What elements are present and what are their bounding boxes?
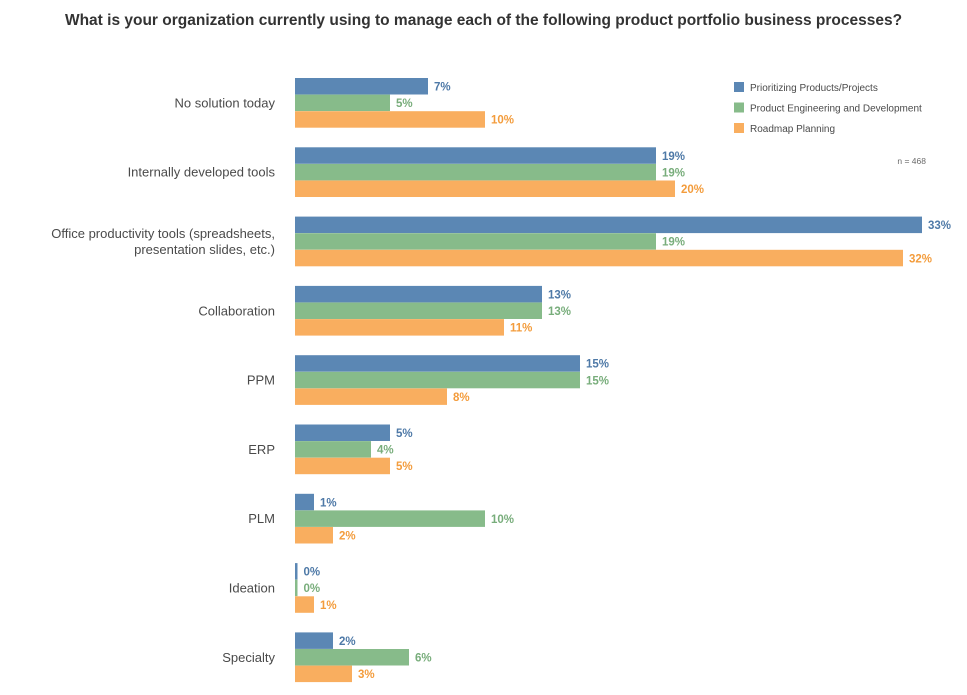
category-label-ppm: PPM xyxy=(247,373,275,388)
bar-erp-roadmap-planning xyxy=(295,457,390,475)
legend-swatch-product-engineering-and-development xyxy=(734,102,744,113)
bar-no-solution-today-prioritizing-products-projects xyxy=(295,78,428,95)
value-label-office-productivity-tools-spreadsheets-presentation-slides-etc-product-engineering-and-development: 19% xyxy=(662,237,685,249)
value-label-internally-developed-tools-product-engineering-and-development: 19% xyxy=(662,167,685,179)
bar-ideation-roadmap-planning xyxy=(295,596,314,613)
value-label-erp-roadmap-planning: 5% xyxy=(396,461,413,473)
bar-specialty-product-engineering-and-development xyxy=(295,649,409,666)
value-label-no-solution-today-product-engineering-and-development: 5% xyxy=(396,98,413,110)
bar-office-productivity-tools-spreadsheets-presentation-slides-etc-roadmap-planning xyxy=(295,249,903,267)
bar-collaboration-product-engineering-and-development xyxy=(295,302,542,319)
value-label-specialty-product-engineering-and-development: 6% xyxy=(415,652,432,664)
sample-size-note: n = 468 xyxy=(897,156,926,166)
category-label-office-productivity-tools-spreadsheets-presentation-slides-etc-line-1: Office productivity tools (spreadsheets, xyxy=(51,226,275,241)
bar-ideation-product-engineering-and-development xyxy=(295,579,298,597)
category-label-no-solution-today: No solution today xyxy=(175,95,276,110)
bar-office-productivity-tools-spreadsheets-presentation-slides-etc-prioritizing-products-projects xyxy=(295,216,922,234)
category-label-specialty: Specialty xyxy=(222,650,275,665)
bar-specialty-roadmap-planning xyxy=(295,665,352,683)
category-label-collaboration: Collaboration xyxy=(198,303,275,318)
bar-no-solution-today-product-engineering-and-development xyxy=(295,94,390,112)
value-label-collaboration-prioritizing-products-projects: 13% xyxy=(548,289,571,301)
bar-ppm-prioritizing-products-projects xyxy=(295,355,580,372)
value-label-no-solution-today-prioritizing-products-projects: 7% xyxy=(434,81,451,93)
value-label-plm-prioritizing-products-projects: 1% xyxy=(320,497,337,509)
value-label-specialty-roadmap-planning: 3% xyxy=(358,669,375,681)
chart-title: What is your organization currently usin… xyxy=(64,12,903,29)
category-label-plm: PLM xyxy=(248,511,275,526)
value-label-ideation-roadmap-planning: 1% xyxy=(320,600,337,612)
bar-no-solution-today-roadmap-planning xyxy=(295,111,485,128)
bar-specialty-prioritizing-products-projects xyxy=(295,632,333,649)
category-label-internally-developed-tools: Internally developed tools xyxy=(128,165,276,180)
bar-collaboration-prioritizing-products-projects xyxy=(295,285,542,303)
bar-office-productivity-tools-spreadsheets-presentation-slides-etc-product-engineering-and-development xyxy=(295,233,656,250)
value-label-ppm-roadmap-planning: 8% xyxy=(453,392,470,404)
legend-label-prioritizing-products-projects: Prioritizing Products/Projects xyxy=(750,83,878,94)
value-label-collaboration-roadmap-planning: 11% xyxy=(510,323,532,335)
value-label-collaboration-product-engineering-and-development: 13% xyxy=(548,306,571,318)
bar-internally-developed-tools-roadmap-planning xyxy=(295,180,675,197)
value-label-ppm-prioritizing-products-projects: 15% xyxy=(586,359,609,371)
value-label-no-solution-today-roadmap-planning: 10% xyxy=(491,115,514,127)
category-label-office-productivity-tools-spreadsheets-presentation-slides-etc-line-2: presentation slides, etc.) xyxy=(134,242,275,257)
value-label-ppm-product-engineering-and-development: 15% xyxy=(586,375,609,387)
value-label-erp-product-engineering-and-development: 4% xyxy=(377,445,394,457)
bar-internally-developed-tools-product-engineering-and-development xyxy=(295,163,656,181)
value-label-erp-prioritizing-products-projects: 5% xyxy=(396,428,413,440)
bar-erp-product-engineering-and-development xyxy=(295,441,371,458)
category-label-ideation: Ideation xyxy=(229,580,275,595)
value-label-plm-product-engineering-and-development: 10% xyxy=(491,514,514,526)
value-label-specialty-prioritizing-products-projects: 2% xyxy=(339,636,356,648)
bar-ppm-roadmap-planning xyxy=(295,388,447,405)
value-label-office-productivity-tools-spreadsheets-presentation-slides-etc-prioritizing-products-projects: 33% xyxy=(928,220,951,232)
value-label-ideation-product-engineering-and-development: 0% xyxy=(304,583,321,595)
bar-plm-roadmap-planning xyxy=(295,527,333,544)
bar-erp-prioritizing-products-projects xyxy=(295,424,390,441)
legend-label-roadmap-planning: Roadmap Planning xyxy=(750,124,835,135)
legend-swatch-roadmap-planning xyxy=(734,123,744,133)
value-label-plm-roadmap-planning: 2% xyxy=(339,530,356,542)
category-label-erp: ERP xyxy=(248,442,275,457)
legend-label-product-engineering-and-development: Product Engineering and Development xyxy=(750,104,922,115)
value-label-ideation-prioritizing-products-projects: 0% xyxy=(304,567,321,579)
bar-ideation-prioritizing-products-projects xyxy=(295,563,298,580)
bar-plm-product-engineering-and-development xyxy=(295,510,485,527)
bar-plm-prioritizing-products-projects xyxy=(295,493,314,511)
value-label-internally-developed-tools-prioritizing-products-projects: 19% xyxy=(662,151,685,163)
legend: Prioritizing Products/Projects Product En… xyxy=(734,82,922,135)
bar-collaboration-roadmap-planning xyxy=(295,319,504,336)
value-label-office-productivity-tools-spreadsheets-presentation-slides-etc-roadmap-planning: 32% xyxy=(909,253,932,265)
bar-internally-developed-tools-prioritizing-products-projects xyxy=(295,147,656,164)
legend-swatch-prioritizing-products-projects xyxy=(734,82,744,92)
value-label-internally-developed-tools-roadmap-planning: 20% xyxy=(681,184,704,196)
bar-ppm-product-engineering-and-development xyxy=(295,371,580,389)
